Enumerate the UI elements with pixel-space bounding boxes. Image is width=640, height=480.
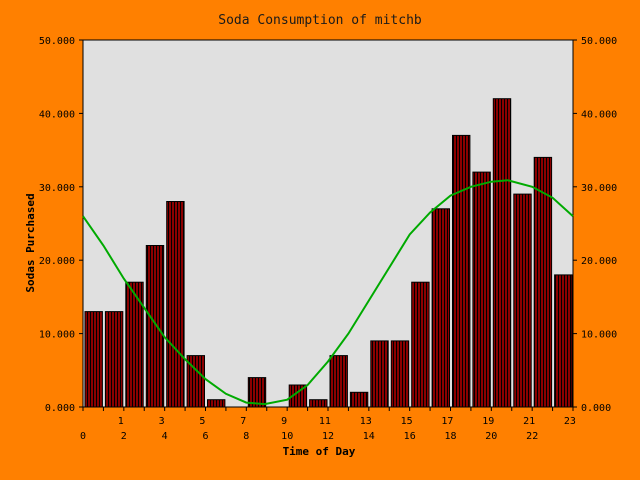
y-tick-label-right-5: 50.000 [581, 36, 617, 47]
bar-11 [309, 399, 328, 408]
x-tick-label-18: 18 [444, 431, 456, 442]
x-tick-label-11: 11 [319, 416, 331, 427]
y-tick-label-right-2: 20.000 [581, 256, 617, 267]
bar-16 [411, 281, 430, 408]
x-tick-label-5: 5 [199, 416, 205, 427]
bar-1 [104, 311, 124, 408]
bar-2 [125, 281, 144, 408]
bar-17 [431, 208, 451, 408]
bars-group [84, 98, 573, 408]
x-tick-label-19: 19 [482, 416, 494, 427]
x-tick-label-7: 7 [240, 416, 246, 427]
x-tick-label-20: 20 [485, 431, 497, 442]
x-tick-label-3: 3 [159, 416, 165, 427]
x-tick-label-23: 23 [564, 416, 576, 427]
x-tick-label-21: 21 [523, 416, 535, 427]
y-axis-label: Sodas Purchased [24, 193, 37, 292]
bar-8 [247, 377, 267, 408]
bar-21 [513, 193, 532, 408]
x-tick-label-1: 1 [118, 416, 124, 427]
y-tick-label-right-3: 30.000 [581, 183, 617, 194]
y-tick-label-left-2: 20.000 [39, 256, 75, 267]
x-tick-label-4: 4 [162, 431, 168, 442]
bar-23 [554, 274, 573, 408]
y-tick-label-left-1: 10.000 [39, 330, 75, 341]
x-tick-label-13: 13 [360, 416, 372, 427]
x-tick-label-8: 8 [243, 431, 249, 442]
bar-20 [492, 98, 512, 408]
bar-4 [166, 201, 185, 408]
bar-12 [329, 355, 348, 408]
bar-14 [370, 340, 389, 408]
x-axis-label: Time of Day [283, 445, 356, 458]
x-tick-label-6: 6 [202, 431, 208, 442]
x-tick-label-15: 15 [401, 416, 413, 427]
x-tick-label-10: 10 [281, 431, 293, 442]
x-tick-label-2: 2 [121, 431, 127, 442]
x-tick-label-22: 22 [526, 431, 538, 442]
axes-group: 0.000 0.000 10.000 10.000 20.000 20.000 30.000… [39, 36, 617, 442]
bar-5 [186, 355, 206, 408]
x-tick-label-9: 9 [281, 416, 287, 427]
x-tick-label-14: 14 [363, 431, 375, 442]
x-tick-label-0: 0 [80, 431, 86, 442]
trend-line [82, 179, 574, 406]
bar-0 [84, 311, 103, 408]
bar-15 [390, 340, 410, 408]
x-tick-label-12: 12 [322, 431, 334, 442]
y-tick-label-left-5: 50.000 [39, 36, 75, 47]
bar-3 [145, 245, 165, 408]
y-tick-label-right-0: 0.000 [581, 403, 611, 414]
bar-22 [533, 156, 553, 408]
bar-10 [288, 384, 308, 408]
y-tick-label-left-4: 40.000 [39, 109, 75, 120]
y-tick-label-right-4: 40.000 [581, 109, 617, 120]
plot-area [82, 39, 574, 408]
bar-6 [207, 399, 226, 408]
bar-13 [349, 391, 369, 408]
y-tick-label-left-3: 30.000 [39, 183, 75, 194]
chart-title: Soda Consumption of mitchb [218, 13, 422, 28]
bar-19 [472, 171, 491, 408]
y-tick-label-right-1: 10.000 [581, 330, 617, 341]
y-tick-label-left-0: 0.000 [45, 403, 75, 414]
x-tick-label-17: 17 [441, 416, 453, 427]
x-tick-label-16: 16 [404, 431, 416, 442]
bar-18 [452, 134, 471, 408]
